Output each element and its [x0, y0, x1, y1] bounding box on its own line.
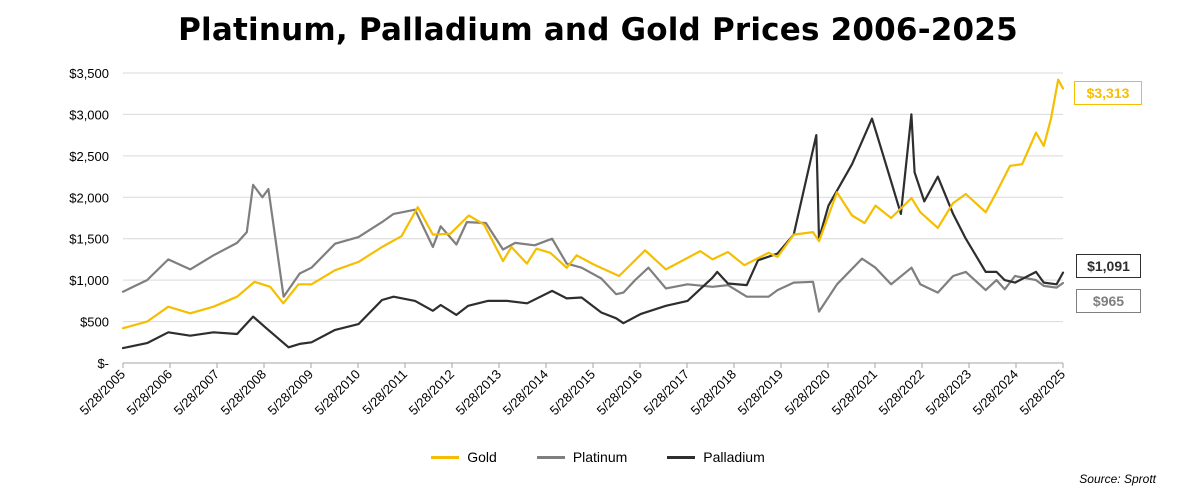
x-tick-label: 5/28/2007: [171, 367, 223, 419]
series-line-gold: [121, 78, 1065, 330]
x-tick-label: 5/28/2008: [218, 367, 270, 419]
y-axis: $- $500 $1,000 $1,500 $2,000 $2,500 $3,000 $3,5…: [69, 66, 109, 371]
y-tick-label: $1,500: [69, 232, 109, 247]
y-tick-label: $3,500: [69, 66, 109, 81]
series-line-palladium: [121, 113, 1065, 350]
legend-label: Platinum: [572, 449, 628, 465]
gridlines: [123, 72, 1063, 323]
x-tick-label: 5/28/2022: [876, 367, 928, 419]
x-tick-label: 5/28/2013: [453, 367, 505, 419]
callout-gold-latest: $3,313: [1074, 81, 1142, 105]
x-tick-label: 5/28/2006: [124, 367, 176, 419]
x-tick-label: 5/28/2017: [641, 367, 693, 419]
legend-label: Gold: [467, 449, 497, 465]
x-tick-label: 5/28/2023: [923, 367, 975, 419]
legend-swatch: [431, 455, 460, 459]
source-note: Source: Sprott: [1079, 472, 1156, 486]
x-tick-label: 5/28/2024: [970, 367, 1022, 419]
x-tick-label: 5/28/2014: [500, 367, 552, 419]
legend-item-platinum: Platinum: [536, 449, 628, 465]
x-axis: 5/28/20055/28/20065/28/20075/28/20085/28…: [77, 362, 1069, 419]
y-tick-label: $2,000: [69, 190, 109, 205]
x-tick-label: 5/28/2020: [782, 367, 834, 419]
x-tick-label: 5/28/2011: [359, 367, 410, 418]
x-tick-label: 5/28/2005: [77, 367, 129, 419]
x-tick-label: 5/28/2016: [594, 367, 646, 419]
legend-label: Palladium: [703, 449, 765, 465]
legend-item-palladium: Palladium: [667, 449, 765, 465]
x-tick-label: 5/28/2019: [735, 367, 787, 419]
x-tick-label: 5/28/2009: [265, 367, 317, 419]
x-tick-label: 5/28/2012: [406, 367, 458, 419]
callout-platinum-latest: $965: [1076, 289, 1141, 313]
series-line-platinum: [121, 183, 1065, 313]
legend-swatch: [667, 455, 696, 459]
y-tick-label: $500: [80, 315, 109, 330]
chart-title: Platinum, Palladium and Gold Prices 2006…: [178, 12, 1018, 48]
y-tick-label: $1,000: [69, 273, 109, 288]
series-lines: [121, 78, 1065, 350]
y-tick-label: $3,000: [69, 107, 109, 122]
x-tick-label: 5/28/2021: [829, 367, 881, 419]
y-tick-label: $-: [97, 356, 109, 371]
callout-palladium-latest: $1,091: [1076, 254, 1141, 278]
legend-item-gold: Gold: [431, 449, 497, 465]
x-tick-label: 5/28/2025: [1017, 367, 1069, 419]
y-tick-label: $2,500: [69, 149, 109, 164]
legend-swatch: [536, 455, 565, 459]
x-tick-label: 5/28/2010: [312, 367, 364, 419]
x-tick-label: 5/28/2015: [547, 367, 599, 419]
chart-legend: Gold Platinum Palladium: [0, 449, 1196, 465]
x-tick-label: 5/28/2018: [688, 367, 740, 419]
